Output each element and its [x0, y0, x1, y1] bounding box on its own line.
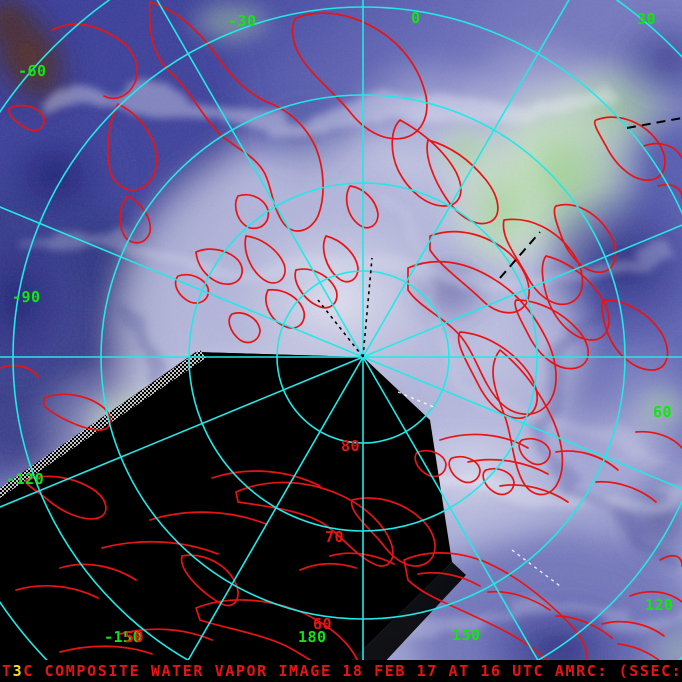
caption-highlight-digit: 3: [12, 662, 24, 680]
caption-text: C COMPOSITE WATER VAPOR IMAGE 18 FEB 17 …: [23, 662, 682, 680]
caption-prefix: T: [2, 662, 13, 680]
caption-bar: T3C COMPOSITE WATER VAPOR IMAGE 18 FEB 1…: [0, 660, 682, 682]
